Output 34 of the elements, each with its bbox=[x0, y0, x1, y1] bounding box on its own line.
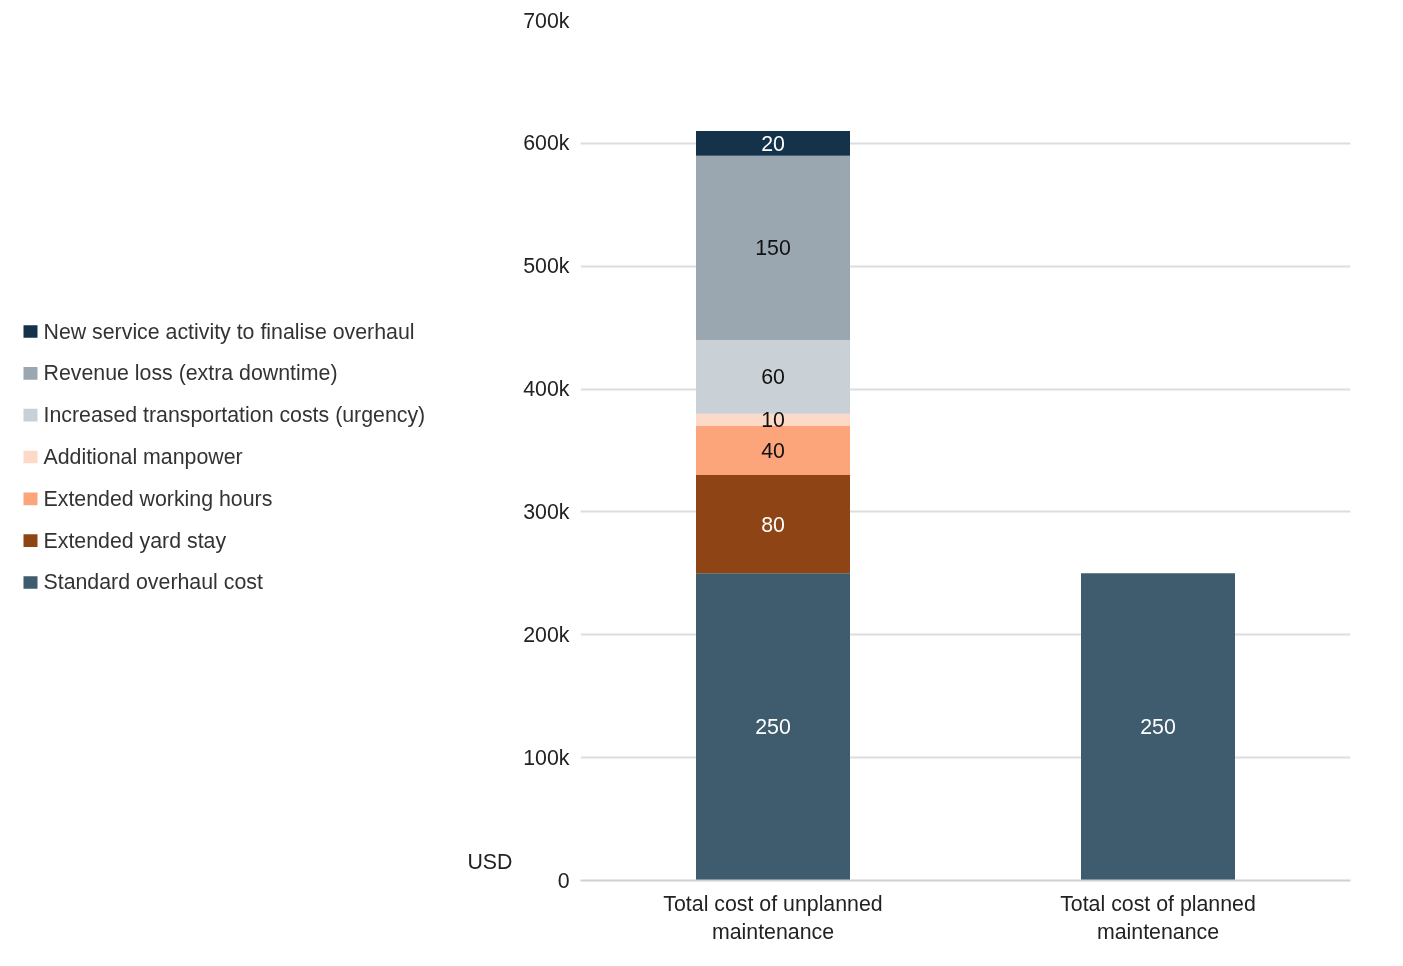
y-tick-label: 400k bbox=[523, 377, 570, 402]
y-tick-label: 300k bbox=[523, 499, 570, 524]
bar bbox=[696, 475, 850, 574]
bar bbox=[1081, 573, 1235, 881]
bar bbox=[696, 131, 850, 156]
data-label: 250 bbox=[755, 715, 791, 740]
y-tick-label: 500k bbox=[523, 254, 570, 279]
data-label: 60 bbox=[761, 365, 785, 390]
bar bbox=[696, 155, 850, 340]
legend-label: Revenue loss (extra downtime) bbox=[43, 361, 338, 386]
x-tick-label: Total cost of unplanned maintenance bbox=[663, 891, 883, 945]
y-tick-label: 0 bbox=[557, 868, 570, 893]
legend-label: New service activity to finalise overhaul bbox=[43, 319, 415, 344]
legend-label: Extended working hours bbox=[43, 486, 273, 511]
data-label: 250 bbox=[1140, 715, 1176, 740]
bar bbox=[696, 413, 850, 426]
bar bbox=[696, 339, 850, 414]
y-tick-label: 200k bbox=[523, 622, 570, 647]
legend-label: Additional manpower bbox=[43, 445, 243, 469]
data-label: 80 bbox=[761, 512, 785, 537]
data-label: 10 bbox=[761, 408, 785, 433]
data-label: 150 bbox=[755, 236, 791, 261]
bar bbox=[696, 425, 850, 476]
data-label: 40 bbox=[761, 439, 785, 463]
y-axis-title: USD bbox=[467, 849, 513, 874]
bar bbox=[696, 573, 850, 881]
legend-label: Increased transportation costs (urgency) bbox=[43, 403, 426, 428]
legend-label: Extended yard stay bbox=[43, 528, 227, 553]
y-tick-label: 600k bbox=[523, 131, 570, 156]
y-tick-label: 700k bbox=[523, 8, 570, 33]
legend-label: Standard overhaul cost bbox=[43, 570, 263, 595]
y-tick-label: 100k bbox=[523, 745, 570, 770]
x-tick-label: Total cost of planned maintenance bbox=[1060, 891, 1256, 945]
data-label: 20 bbox=[761, 131, 785, 156]
